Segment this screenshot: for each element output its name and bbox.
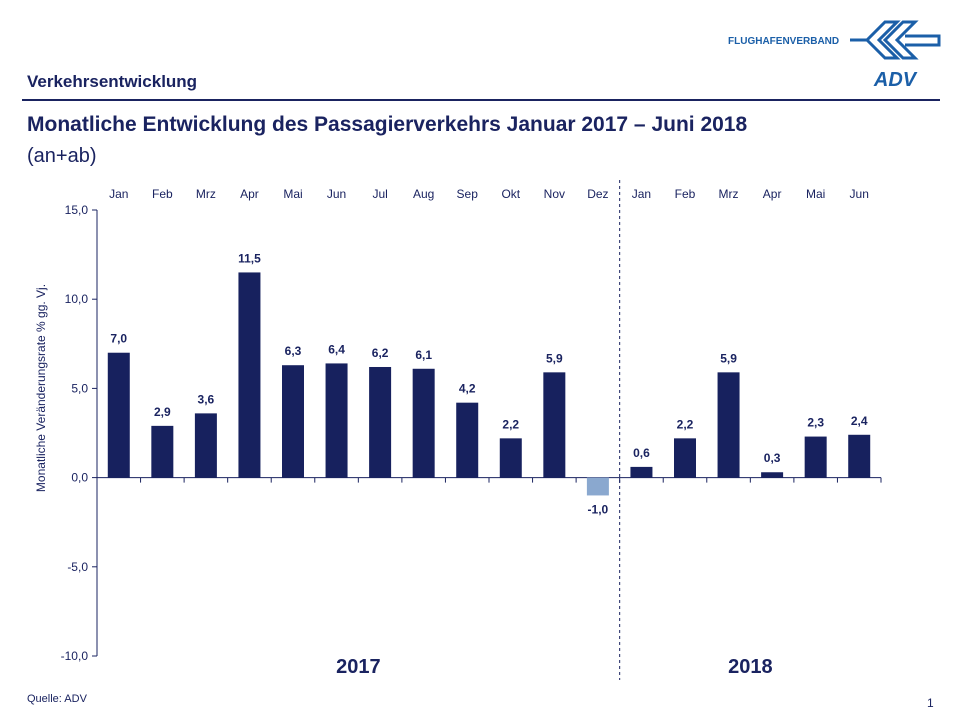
y-tick-label: -5,0 <box>67 560 88 574</box>
category-label: Dez <box>587 187 608 201</box>
logo-text: FLUGHAFENVERBAND <box>728 36 840 47</box>
y-tick-label: 15,0 <box>65 203 89 217</box>
category-label: Jan <box>632 187 651 201</box>
category-label: Jun <box>327 187 346 201</box>
category-label: Jul <box>372 187 387 201</box>
category-label: Mrz <box>196 187 216 201</box>
category-label: Nov <box>544 187 565 201</box>
bar <box>804 436 827 478</box>
data-label: 4,2 <box>459 382 476 396</box>
category-label: Feb <box>675 187 696 201</box>
data-label: 6,2 <box>372 346 389 360</box>
bar <box>412 368 435 478</box>
page-subtitle: (an+ab) <box>27 145 97 167</box>
svg-text:ADV: ADV <box>873 69 918 90</box>
data-label: 6,4 <box>328 342 345 356</box>
category-label: Feb <box>152 187 173 201</box>
category-label: Sep <box>457 187 479 201</box>
bar <box>194 413 217 478</box>
category-label: Apr <box>763 187 782 201</box>
data-label: 6,3 <box>285 344 302 358</box>
bar <box>325 363 348 478</box>
data-label: 5,9 <box>720 351 737 365</box>
bar <box>586 477 609 496</box>
data-label: 2,2 <box>502 417 519 431</box>
bar <box>543 372 566 478</box>
data-label: 7,0 <box>110 332 127 346</box>
bar <box>499 438 522 478</box>
group-label-2018: 2018 <box>728 656 773 678</box>
adv-logo: ADV <box>850 20 941 90</box>
bar <box>107 352 130 478</box>
data-label: 5,9 <box>546 351 563 365</box>
bar <box>238 272 261 478</box>
data-label: 0,6 <box>633 446 650 460</box>
header-divider <box>22 99 940 101</box>
category-label: Mai <box>806 187 825 201</box>
data-label: 3,6 <box>198 392 215 406</box>
data-label: -1,0 <box>588 502 609 516</box>
category-label: Okt <box>501 187 520 201</box>
category-label: Apr <box>240 187 259 201</box>
category-label: Aug <box>413 187 434 201</box>
y-tick-label: 0,0 <box>71 471 88 485</box>
data-label: 2,3 <box>807 416 824 430</box>
bar <box>369 366 392 478</box>
bar <box>761 472 784 478</box>
section-title: Verkehrsentwicklung <box>27 72 198 91</box>
category-label: Jan <box>109 187 128 201</box>
source-note: Quelle: ADV <box>27 693 87 705</box>
category-label: Mai <box>283 187 302 201</box>
category-label: Jun <box>850 187 869 201</box>
data-label: 2,2 <box>677 417 694 431</box>
page-number: 1 <box>927 696 934 710</box>
data-label: 0,3 <box>764 451 781 465</box>
data-label: 11,5 <box>238 251 261 265</box>
page-title: Monatliche Entwicklung des Passagierverk… <box>27 113 748 136</box>
data-label: 6,1 <box>415 348 432 362</box>
bar <box>282 365 304 478</box>
data-label: 2,4 <box>851 414 868 428</box>
bar <box>674 438 696 478</box>
bar <box>151 425 174 478</box>
group-label-2017: 2017 <box>336 656 381 678</box>
y-tick-label: 10,0 <box>65 292 89 306</box>
bar <box>717 372 740 478</box>
bar <box>456 402 479 478</box>
category-label: Mrz <box>719 187 739 201</box>
y-tick-label: 5,0 <box>71 381 88 395</box>
bar <box>630 466 653 478</box>
y-tick-label: -10,0 <box>61 649 89 663</box>
data-label: 2,9 <box>154 405 171 419</box>
y-axis-label: Monatliche Veränderungsrate % gg. Vj. <box>34 284 48 492</box>
bar <box>848 434 871 478</box>
